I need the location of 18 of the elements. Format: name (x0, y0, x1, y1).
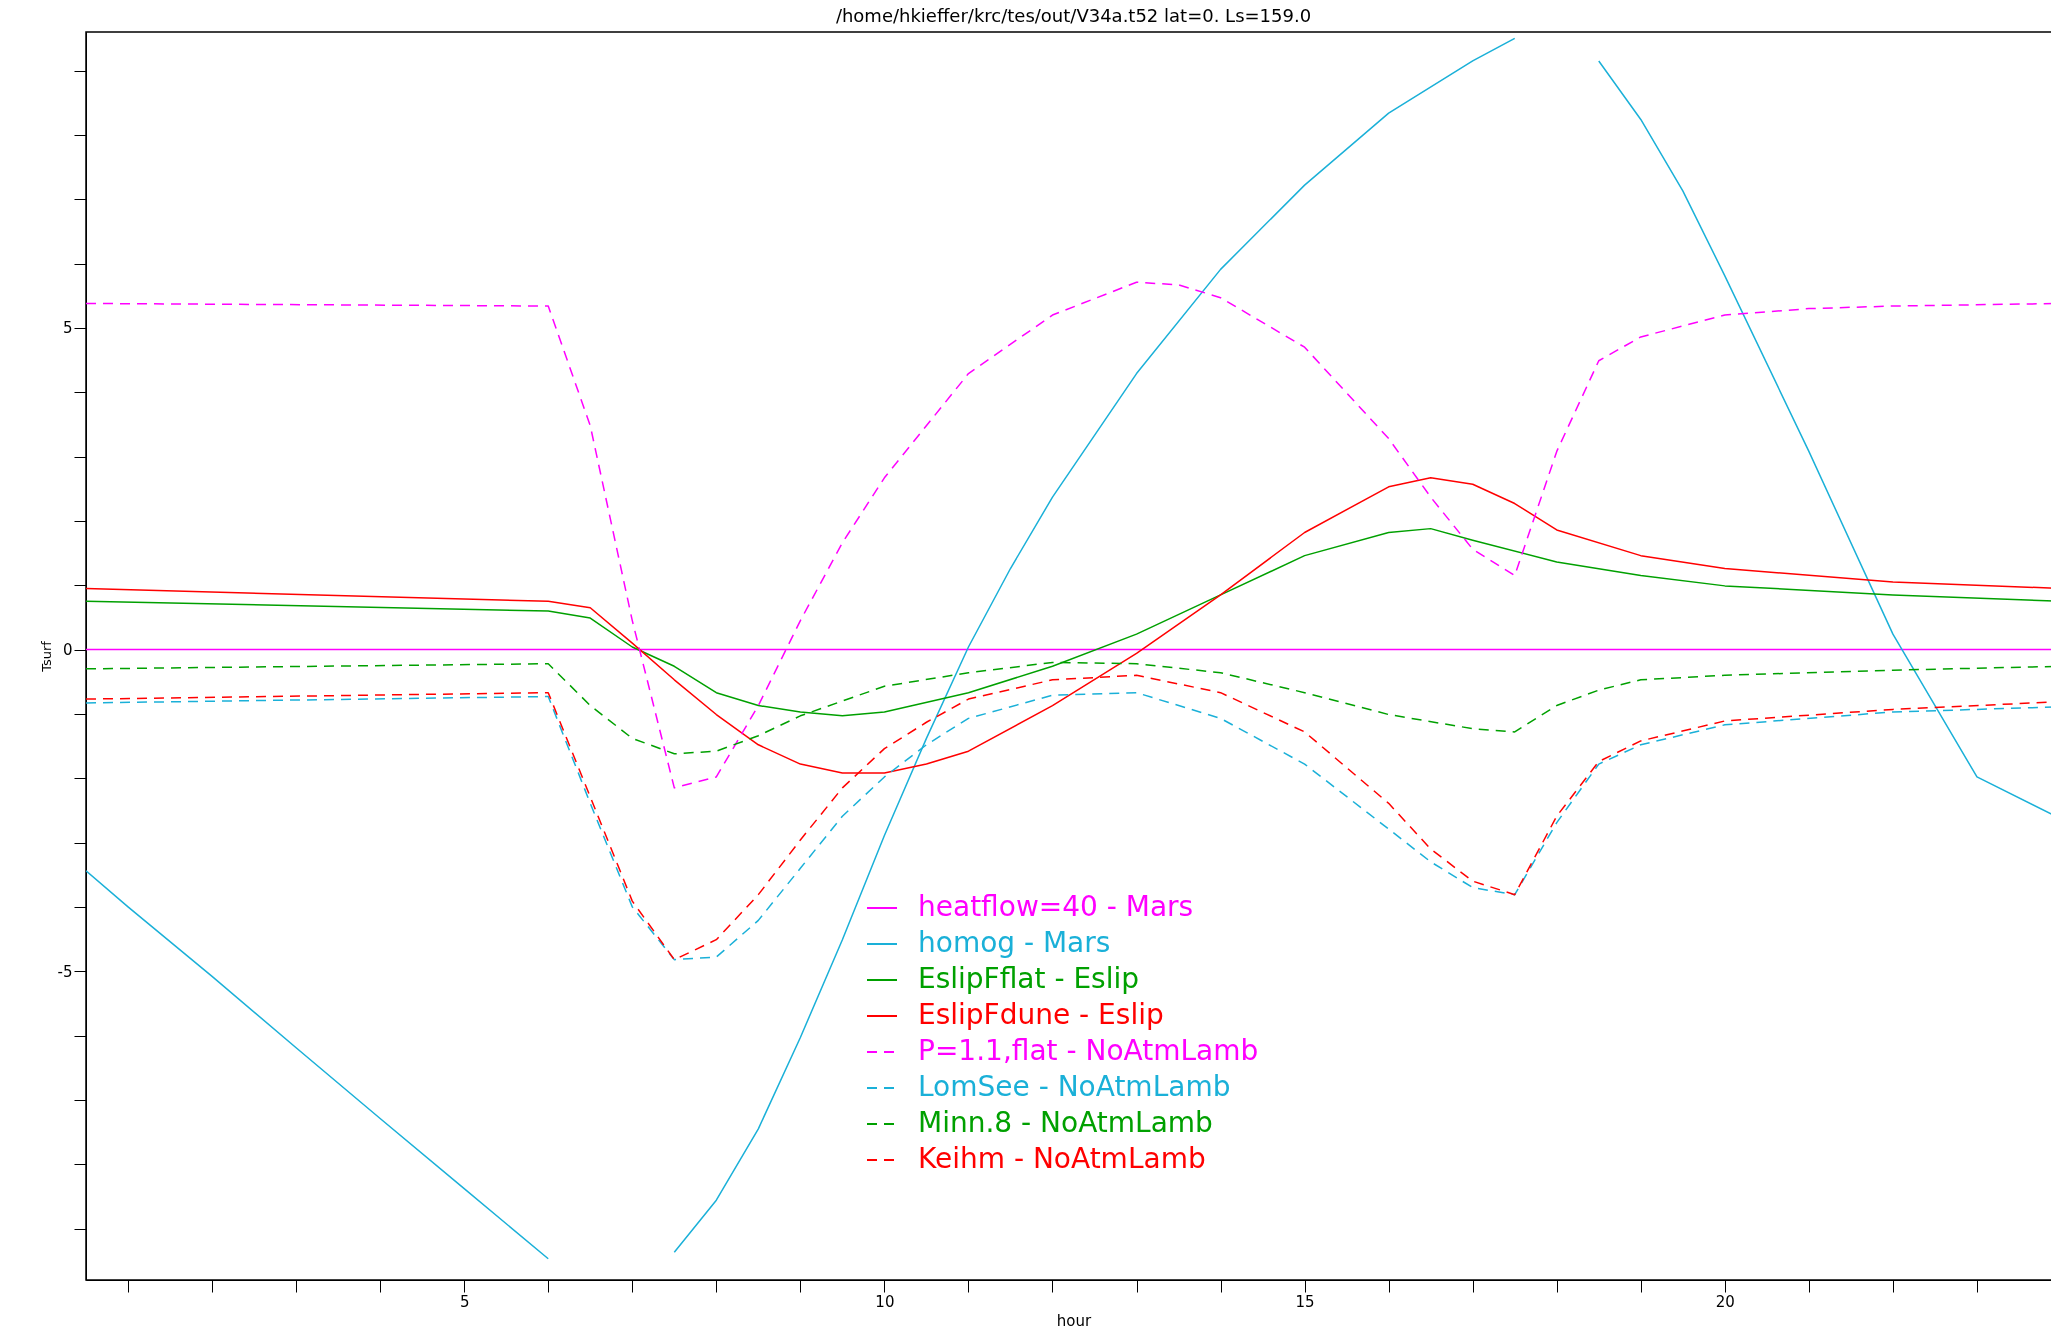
legend-label: EslipFflat - Eslip (918, 962, 1140, 995)
legend-label: Minn.8 - NoAtmLamb (918, 1106, 1213, 1139)
legend-label: LomSee - NoAtmLamb (918, 1070, 1231, 1103)
legend-label: homog - Mars (918, 926, 1111, 959)
legend-label: Keihm - NoAtmLamb (918, 1142, 1206, 1175)
legend-label: EslipFdune - Eslip (918, 998, 1164, 1031)
x-tick-label: 5 (459, 1292, 470, 1311)
y-tick-label: -5 (57, 962, 73, 981)
chart-title: /home/hkieffer/krc/tes/out/V34a.t52 lat=0. Ls=159.0 (835, 5, 1312, 26)
x-tick-label: 20 (1715, 1292, 1735, 1311)
y-tick-label: 5 (62, 319, 73, 338)
x-tick-label: 10 (875, 1292, 895, 1311)
y-tick-label: 0 (62, 641, 73, 660)
x-tick-label: 15 (1295, 1292, 1315, 1311)
legend-label: P=1.1,flat - NoAtmLamb (918, 1034, 1259, 1067)
legend-label: heatflow=40 - Mars (918, 890, 1194, 923)
x-axis-title: hour (1056, 1311, 1093, 1330)
y-axis-title: Tsurf (38, 640, 54, 673)
